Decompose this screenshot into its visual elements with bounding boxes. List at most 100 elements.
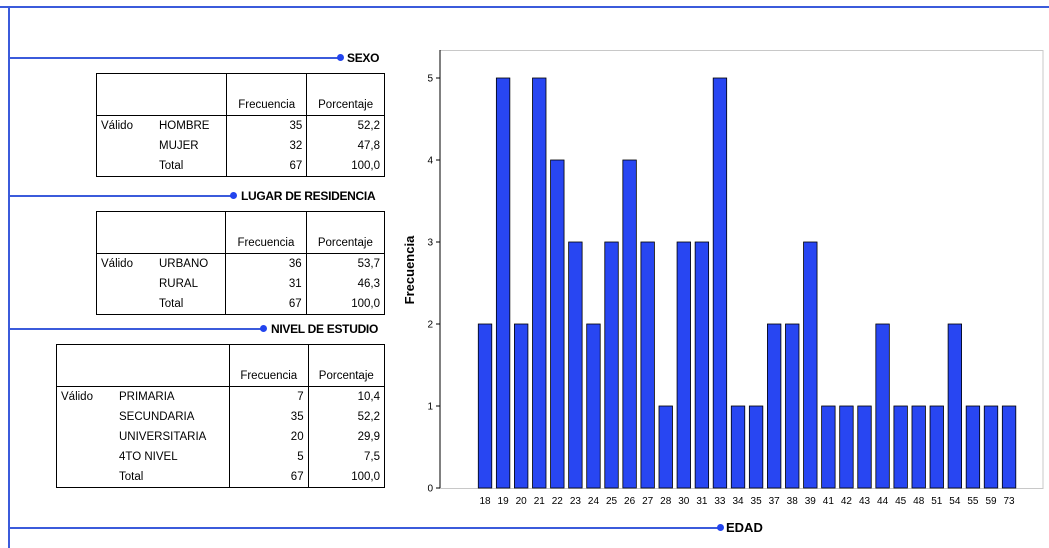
pct-cell: 10,4 [307,386,385,407]
pct-cell: 29,9 [307,427,385,447]
bar-37 [767,323,782,489]
freq-cell: 7 [228,386,309,407]
x-tick-label: 30 [678,496,690,507]
table-row: SECUNDARIA 35 52,2 [57,407,385,427]
bar-19 [495,77,511,489]
x-tick-label: 55 [967,496,979,507]
x-tick-label: 54 [949,496,961,507]
sexo-frequency-table: Frecuencia Porcentaje Válido HOMBRE 35 5… [96,73,385,177]
pct-cell: 46,3 [305,274,385,294]
table-row: Total 67 100,0 [57,467,385,488]
bar-55 [965,405,981,489]
x-tick-label: 21 [534,496,546,507]
x-tick-label: 51 [931,496,943,507]
row-label: 4TO NIVEL [119,451,178,463]
y-tick-label: 0 [427,484,433,495]
row-label: SECUNDARIA [119,411,195,423]
bar-73 [1001,405,1017,489]
x-tick-label: 18 [479,496,491,507]
bar-27 [640,241,655,489]
row-label: Total [159,160,184,172]
residencia-connector [8,195,233,197]
x-tick-label: 59 [985,496,997,507]
row-label: HOMBRE [159,120,210,132]
estudio-section-title: NIVEL DE ESTUDIO [271,322,378,336]
bar-34 [730,405,746,489]
row-label: URBANO [159,258,209,270]
valid-label: Válido [101,120,133,132]
bar-44 [875,323,890,489]
y-axis-title: Frecuencia [402,235,417,304]
estudio-frequency-table: Frecuencia Porcentaje Válido PRIMARIA 7 … [56,344,385,488]
table-row: Válido URBANO 36 53,7 [97,253,385,274]
freq-header: Frecuencia [226,73,307,116]
freq-header: Frecuencia [225,211,307,254]
pct-cell: 100,0 [307,467,385,488]
freq-cell: 20 [228,427,309,447]
bar-25 [604,241,619,489]
residencia-section-title: LUGAR DE RESIDENCIA [241,189,376,203]
table-row: RURAL 31 46,3 [97,274,385,294]
x-tick-label: 23 [570,496,582,507]
x-tick-label: 22 [552,496,564,507]
row-label: PRIMARIA [119,391,175,403]
row-label: Total [119,471,144,483]
sexo-connector [8,57,340,59]
x-tick-label: 73 [1003,496,1015,507]
bar-33 [712,77,728,489]
bar-18 [477,323,493,489]
bar-45 [893,405,908,489]
table-row: UNIVERSITARIA 20 29,9 [57,427,385,447]
sexo-node-dot [337,54,344,61]
freq-cell: 32 [226,136,307,156]
x-tick-label: 19 [498,496,510,507]
freq-cell: 35 [228,407,309,427]
x-tick-label: 20 [516,496,528,507]
y-tick-label: 4 [427,156,433,167]
frame-top-line [0,6,1049,8]
edad-chart-title: EDAD [726,520,763,535]
freq-cell: 67 [225,294,307,315]
row-label: MUJER [159,140,199,152]
bar-51 [929,405,944,489]
bar-48 [911,405,926,489]
bar-41 [821,405,836,489]
pct-header: Porcentaje [306,73,385,116]
bar-38 [785,323,800,489]
pct-cell: 47,8 [306,136,385,156]
estudio-connector [8,328,263,330]
x-tick-label: 34 [732,496,744,507]
pct-cell: 52,2 [306,115,385,136]
bar-35 [748,405,764,489]
bar-43 [857,405,872,489]
freq-cell: 36 [225,253,307,274]
bar-59 [983,405,999,489]
bar-54 [947,323,962,489]
x-tick-label: 33 [714,496,726,507]
bar-30 [676,241,691,489]
residencia-node-dot [230,192,237,199]
row-label: RURAL [159,278,198,290]
x-tick-label: 37 [769,496,781,507]
bar-22 [550,159,565,489]
estudio-node-dot [260,325,267,332]
table-row: Válido PRIMARIA 7 10,4 [57,386,385,407]
y-tick-label: 3 [427,238,433,249]
freq-cell: 31 [225,274,307,294]
x-tick-label: 41 [823,496,835,507]
residencia-frequency-table: Frecuencia Porcentaje Válido URBANO 36 5… [96,211,385,315]
x-tick-label: 27 [642,496,654,507]
edad-connector [8,527,721,529]
valid-label: Válido [61,391,93,403]
pct-header: Porcentaje [305,211,385,254]
freq-cell: 67 [228,467,309,488]
freq-cell: 5 [228,447,309,467]
bar-42 [839,405,854,489]
pct-cell: 100,0 [306,156,385,177]
bar-28 [658,405,673,489]
x-tick-label: 26 [624,496,636,507]
bar-20 [514,323,529,489]
row-label: Total [159,298,184,310]
x-tick-label: 24 [588,496,600,507]
x-tick-label: 45 [895,496,907,507]
